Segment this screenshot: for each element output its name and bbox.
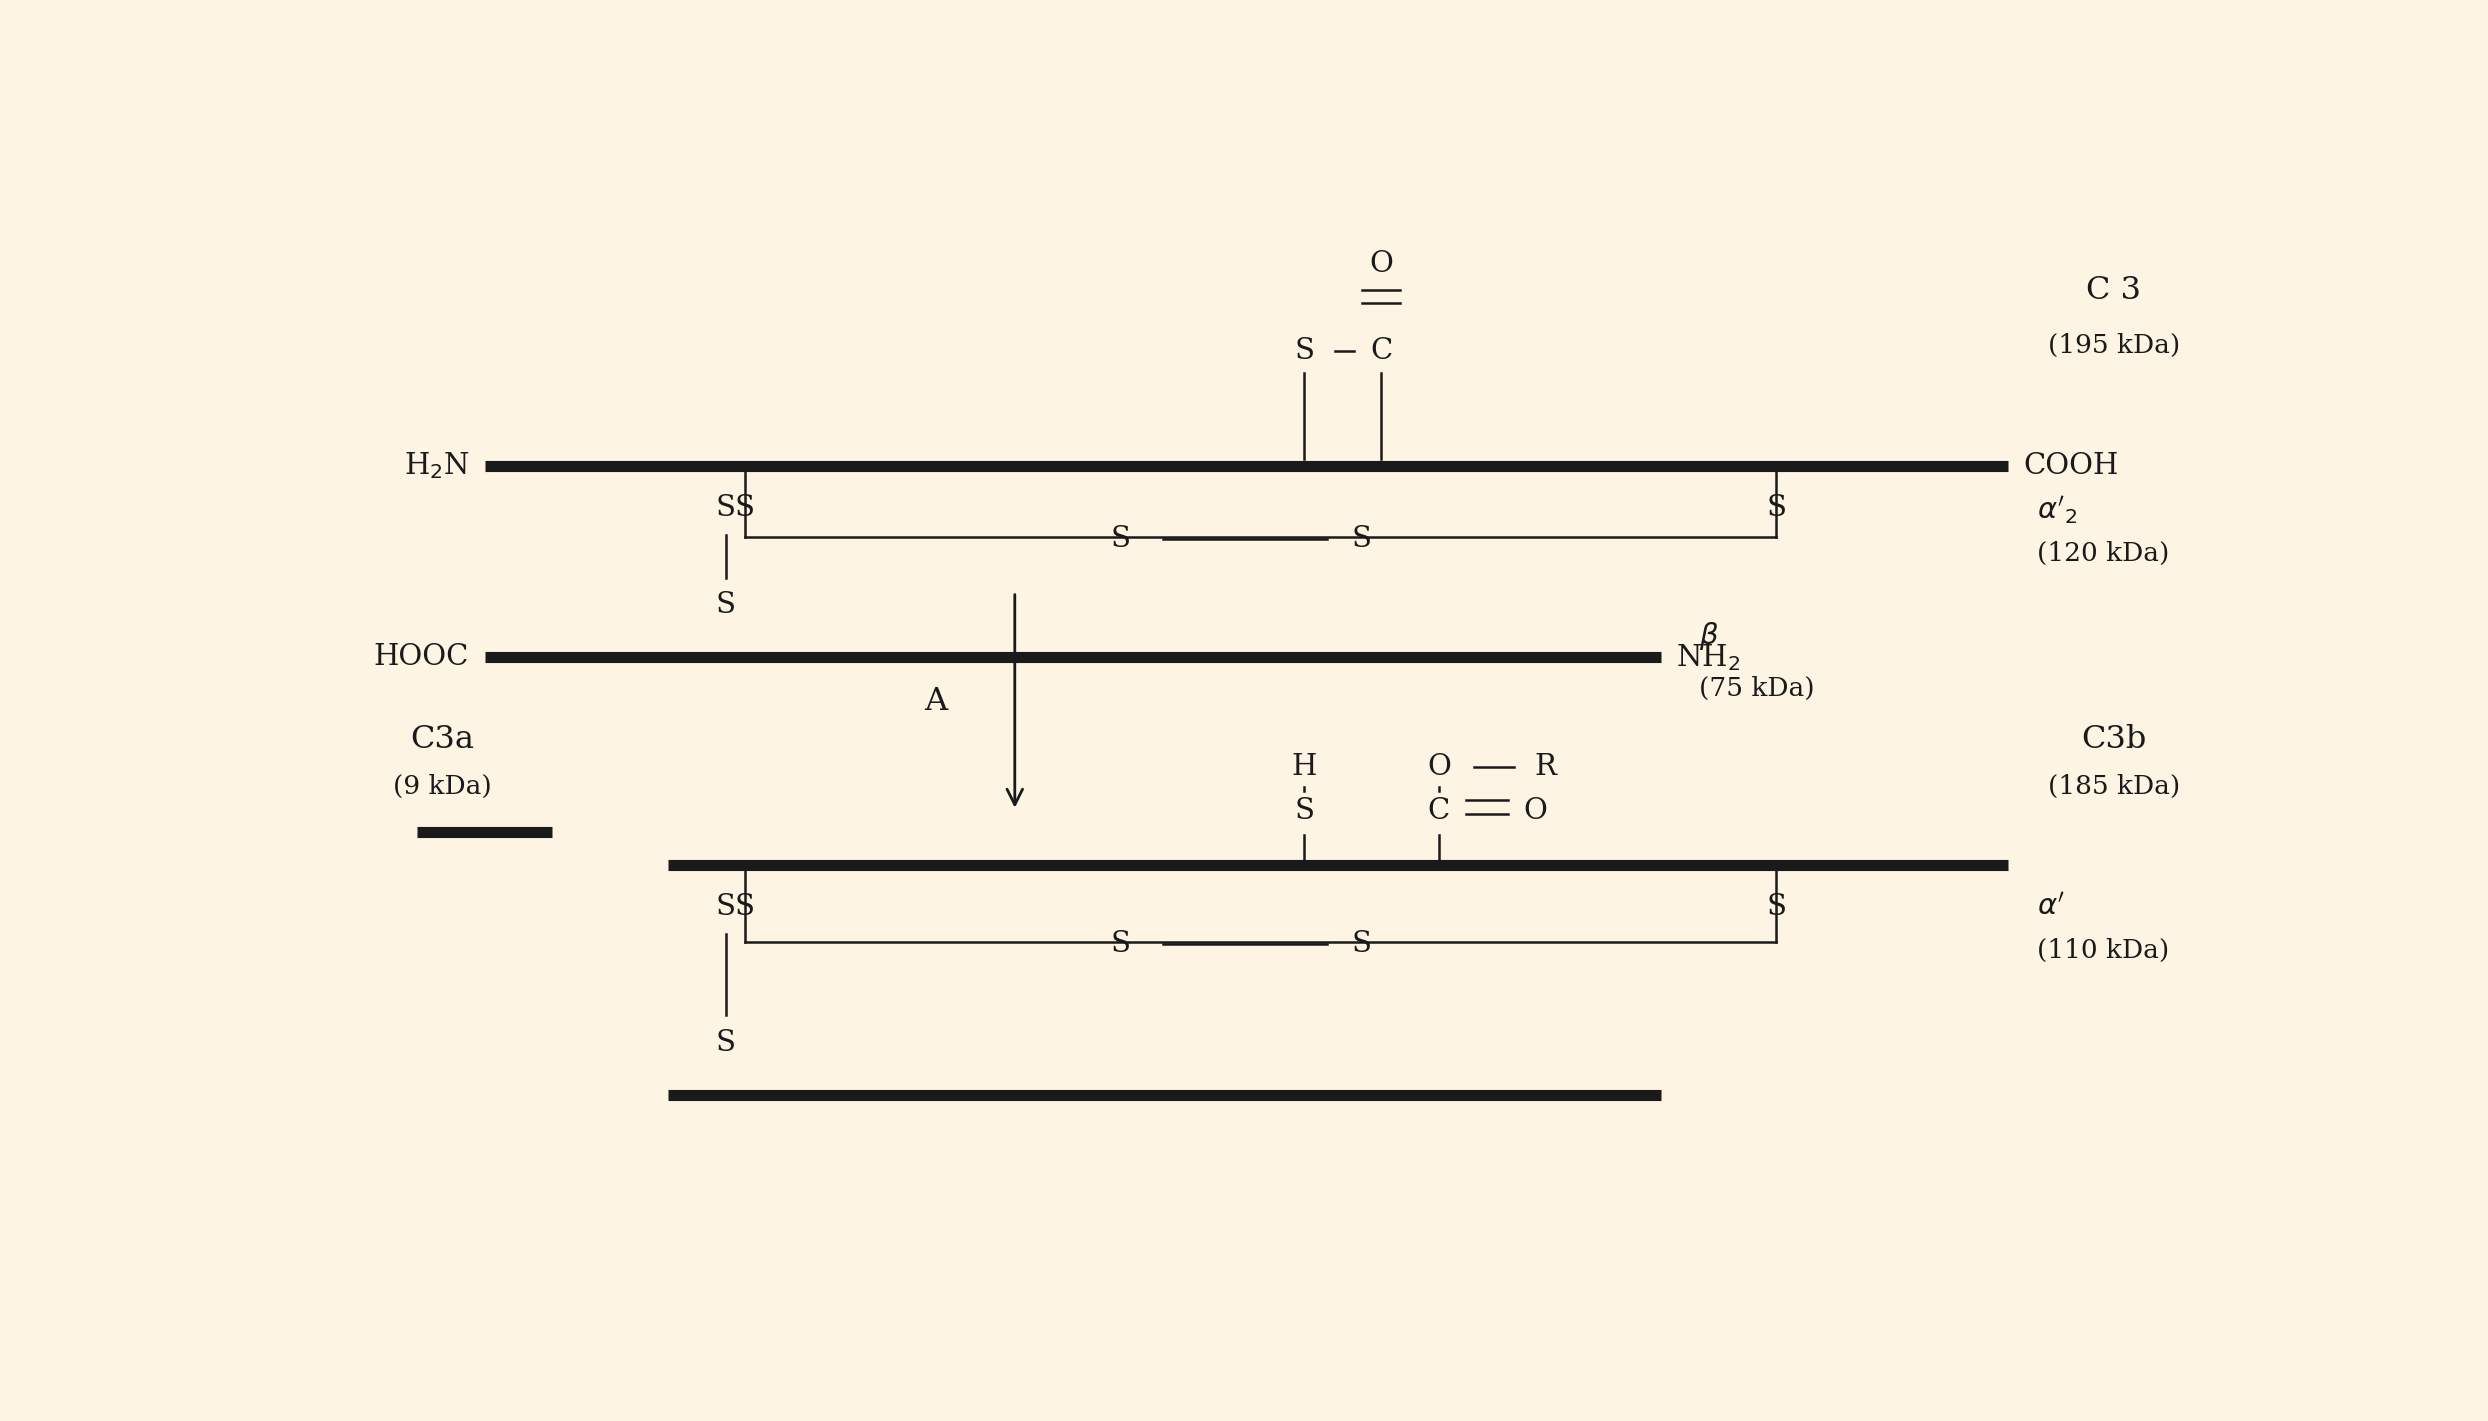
Text: S: S (717, 493, 736, 522)
Text: S: S (1110, 526, 1132, 553)
Text: C3a: C3a (411, 723, 475, 755)
Text: S: S (1766, 892, 1786, 921)
Text: NH$_2$: NH$_2$ (1677, 642, 1739, 672)
Text: H$_2$N: H$_2$N (403, 450, 470, 482)
Text: (9 kDa): (9 kDa) (393, 774, 493, 799)
Text: HOOC: HOOC (373, 644, 470, 672)
Text: S: S (1110, 931, 1132, 958)
Text: C3b: C3b (2080, 723, 2147, 755)
Text: O: O (1428, 753, 1451, 782)
Text: S: S (717, 1029, 736, 1057)
Text: O: O (1368, 250, 1393, 277)
Text: S: S (1351, 526, 1371, 553)
Text: O: O (1523, 797, 1548, 824)
Text: $\alpha'$: $\alpha'$ (2038, 892, 2065, 921)
Text: A: A (923, 686, 948, 716)
Text: H: H (1291, 753, 1316, 782)
Text: S: S (734, 493, 754, 522)
Text: (195 kDa): (195 kDa) (2048, 333, 2179, 358)
Text: S: S (717, 591, 736, 620)
Text: $\alpha'_2$: $\alpha'_2$ (2038, 495, 2077, 526)
Text: (185 kDa): (185 kDa) (2048, 774, 2179, 799)
Text: C 3: C 3 (2087, 276, 2142, 307)
Text: S: S (1766, 493, 1786, 522)
Text: (75 kDa): (75 kDa) (1699, 675, 1814, 701)
Text: C: C (1428, 797, 1451, 824)
Text: (110 kDa): (110 kDa) (2038, 938, 2170, 963)
Text: COOH: COOH (2023, 452, 2120, 480)
Text: S: S (1351, 931, 1371, 958)
Text: S: S (1294, 797, 1314, 824)
Text: R: R (1535, 753, 1555, 782)
Text: S: S (734, 892, 754, 921)
Text: S: S (717, 892, 736, 921)
Text: S: S (1294, 337, 1314, 365)
Text: $\beta$: $\beta$ (1699, 620, 1719, 652)
Text: (120 kDa): (120 kDa) (2038, 541, 2170, 566)
Text: C: C (1371, 337, 1393, 365)
